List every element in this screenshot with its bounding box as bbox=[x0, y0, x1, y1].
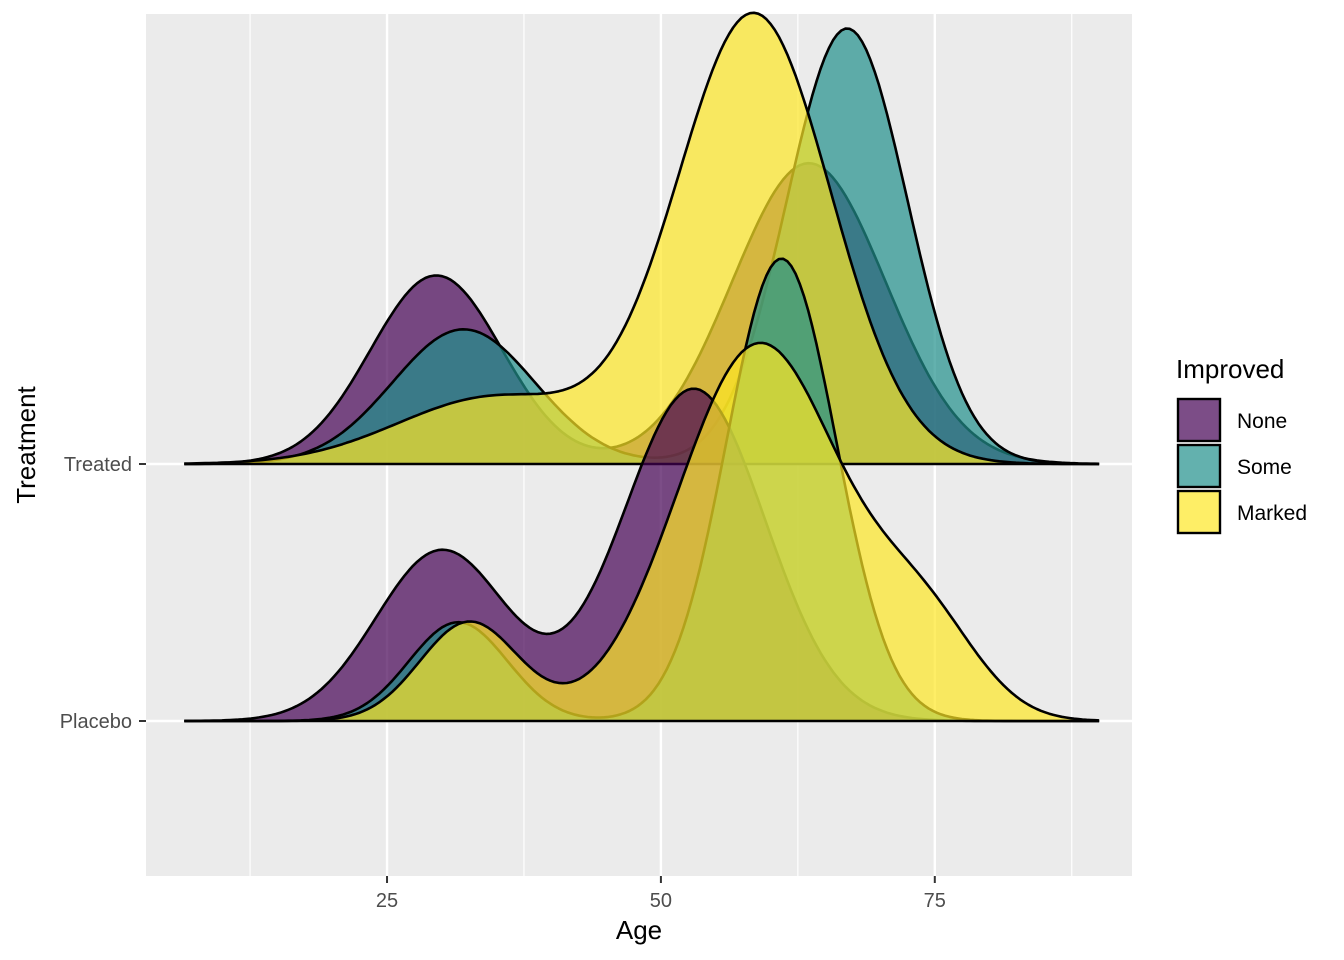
x-tick-label: 50 bbox=[650, 890, 672, 912]
legend-key-some bbox=[1176, 443, 1222, 489]
legend-label-some: Some bbox=[1237, 456, 1292, 479]
density-area-placebo-none bbox=[184, 388, 1100, 721]
x-axis-title: Age bbox=[616, 915, 662, 945]
legend-key-none bbox=[1176, 397, 1222, 443]
x-tick-label: 75 bbox=[924, 890, 946, 912]
density-ridges bbox=[184, 11, 1100, 723]
y-tick-label: Treated bbox=[64, 454, 132, 476]
legend-label-none: None bbox=[1237, 410, 1287, 433]
legend-title: Improved bbox=[1176, 354, 1284, 384]
y-tick-label: Placebo bbox=[60, 711, 132, 733]
legend-key-marked bbox=[1176, 489, 1222, 535]
density-area-placebo-marked bbox=[184, 342, 1100, 721]
density-line-treated-marked bbox=[184, 11, 1100, 466]
axes: 25 50 75 Placebo Treated Age Treatment bbox=[11, 385, 946, 945]
legend: Improved None Some Marked bbox=[1176, 354, 1307, 535]
x-tick-label: 25 bbox=[376, 890, 398, 912]
y-axis-title: Treatment bbox=[11, 385, 41, 503]
legend-label-marked: Marked bbox=[1237, 502, 1307, 525]
density-line-placebo-marked bbox=[184, 341, 1100, 723]
density-area-treated-marked bbox=[184, 12, 1100, 465]
